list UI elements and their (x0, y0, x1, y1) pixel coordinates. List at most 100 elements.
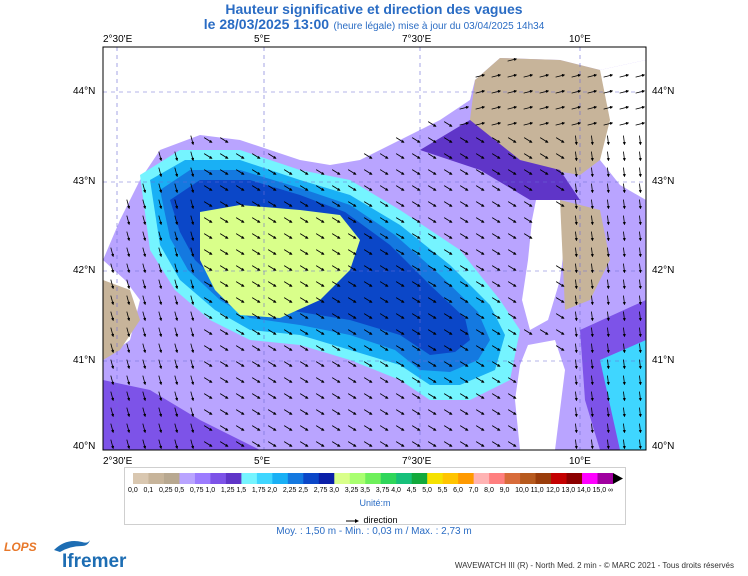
direction-arrow (299, 233, 309, 239)
direction-arrow (267, 377, 277, 383)
direction-arrow (555, 105, 566, 110)
direction-arrow (571, 105, 582, 110)
direction-arrow (203, 169, 213, 175)
direction-arrow (142, 391, 147, 402)
direction-arrow (459, 441, 469, 447)
direction-arrow (251, 393, 261, 399)
direction-arrow (283, 169, 293, 175)
direction-arrow (158, 311, 163, 322)
direction-arrow (507, 249, 517, 255)
direction-arrow (110, 263, 115, 274)
direction-arrow (574, 295, 578, 306)
direction-arrow (491, 425, 501, 431)
direction-arrow (142, 183, 147, 194)
direction-arrow (203, 329, 213, 335)
direction-arrow (142, 295, 147, 306)
direction-arrow (174, 439, 179, 450)
direction-arrow (443, 345, 453, 351)
direction-arrow (459, 217, 469, 223)
direction-arrow (283, 217, 293, 223)
direction-arrow (443, 329, 453, 335)
legend-arrow-end (613, 473, 623, 484)
direction-arrow (590, 423, 594, 434)
direction-arrow (251, 169, 261, 175)
direction-arrow (475, 89, 486, 94)
legend-swatch (133, 473, 149, 484)
direction-arrow (507, 57, 518, 62)
direction-arrow (491, 185, 501, 191)
direction-arrow (190, 135, 195, 146)
direction-arrow (235, 377, 245, 383)
direction-arrow (267, 345, 277, 351)
direction-arrow (142, 231, 147, 242)
direction-arrow (475, 105, 486, 110)
direction-arrow (219, 393, 229, 399)
direction-arrow (539, 137, 549, 143)
direction-arrow (203, 249, 213, 255)
direction-arrow (427, 201, 437, 207)
update-note: (heure légale) mise à jour du 03/04/2025… (333, 21, 545, 32)
direction-arrow (590, 263, 594, 274)
direction-arrow (190, 343, 195, 354)
direction-arrow (411, 217, 421, 223)
legend-swatch (194, 473, 211, 484)
direction-arrow (459, 265, 469, 271)
direction-arrow (299, 297, 309, 303)
direction-arrow (590, 167, 594, 178)
direction-arrow (219, 297, 229, 303)
direction-arrow (395, 249, 405, 255)
direction-arrow (475, 393, 485, 399)
direction-arrow (395, 297, 405, 303)
direction-arrow (574, 199, 578, 210)
direction-arrow (203, 233, 213, 239)
direction-arrow (443, 265, 453, 271)
direction-arrow (427, 233, 437, 239)
legend-swatch (551, 473, 568, 484)
direction-arrow (622, 359, 626, 370)
direction-arrow (203, 313, 213, 319)
direction-arrow (539, 169, 549, 175)
direction-arrow (347, 201, 357, 207)
direction-arrow (363, 265, 373, 271)
direction-arrow (590, 279, 594, 290)
direction-arrow (251, 265, 261, 271)
lon-label-bottom-3: 7°30'E (402, 456, 432, 467)
legend-tick-label: 3,75 (375, 487, 390, 494)
direction-arrow (475, 233, 485, 239)
lat-label-right-3: 42°N (652, 265, 675, 276)
direction-arrow (347, 361, 357, 367)
direction-arrow (459, 393, 469, 399)
legend-swatch (427, 473, 444, 484)
direction-arrow (299, 425, 309, 431)
direction-arrow (235, 425, 245, 431)
direction-arrow (491, 249, 501, 255)
direction-arrow (126, 375, 131, 386)
direction-arrow (622, 199, 626, 210)
direction-arrow (459, 313, 469, 319)
direction-arrow (315, 201, 325, 207)
direction-arrow (475, 137, 485, 143)
direction-arrow (523, 73, 534, 78)
direction-arrow (251, 201, 261, 207)
direction-arrow (331, 425, 341, 431)
direction-arrow (203, 217, 213, 223)
direction-arrow (491, 265, 501, 271)
direction-arrow (219, 345, 229, 351)
direction-arrow (411, 201, 421, 207)
direction-arrow (379, 441, 389, 447)
direction-arrow (379, 329, 389, 335)
direction-arrow (190, 311, 195, 322)
direction-arrow (251, 249, 261, 255)
direction-arrow (475, 169, 485, 175)
direction-arrow (475, 409, 485, 415)
direction-arrow (587, 105, 598, 110)
direction-arrow (395, 361, 405, 367)
direction-arrow (507, 233, 517, 239)
legend-swatch (303, 473, 320, 484)
direction-arrow (475, 201, 485, 207)
direction-arrow (574, 391, 578, 402)
direction-arrow (622, 295, 626, 306)
direction-arrow (219, 217, 229, 223)
direction-arrow (251, 441, 261, 447)
direction-arrow (142, 199, 147, 210)
